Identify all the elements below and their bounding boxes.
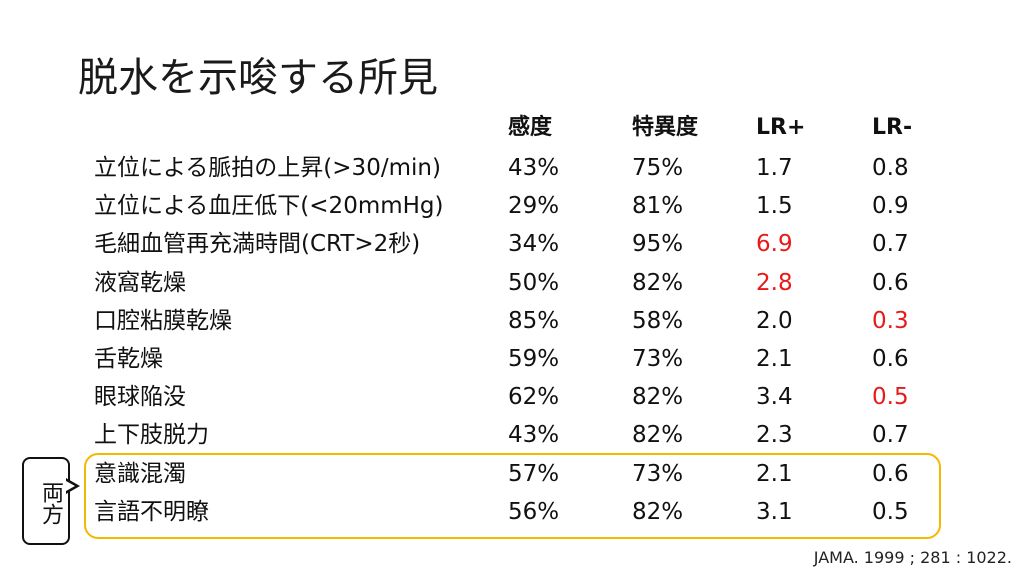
specificity-cell: 95% bbox=[632, 231, 684, 258]
specificity-cell: 82% bbox=[632, 269, 684, 296]
finding-cell: 舌乾燥 bbox=[94, 346, 163, 372]
table-row: 毛細血管再充満時間(CRT>2秒) 34% 95% 6.9 0.7 bbox=[0, 225, 1024, 263]
specificity-cell: 73% bbox=[632, 460, 684, 487]
lr-positive-cell: 3.1 bbox=[756, 498, 793, 525]
sensitivity-cell: 57% bbox=[508, 460, 560, 487]
lr-negative-cell: 0.6 bbox=[872, 460, 909, 487]
sensitivity-cell: 85% bbox=[508, 307, 560, 334]
lr-negative-cell: 0.6 bbox=[872, 346, 909, 372]
lr-positive-cell: 1.5 bbox=[756, 193, 793, 220]
sensitivity-cell: 43% bbox=[508, 422, 560, 449]
table-row: 立位による脈拍の上昇(>30/min) 43% 75% 1.7 0.8 bbox=[0, 149, 1024, 187]
lr-negative-cell: 0.7 bbox=[872, 231, 909, 258]
lr-positive-cell: 2.1 bbox=[756, 346, 793, 372]
table-row: 意識混濁 57% 73% 2.1 0.6 bbox=[0, 455, 1024, 493]
specificity-cell: 82% bbox=[632, 498, 684, 525]
table-row: 舌乾燥 59% 73% 2.1 0.6 bbox=[0, 340, 1024, 378]
sensitivity-cell: 29% bbox=[508, 193, 560, 220]
lr-negative-cell: 0.5 bbox=[872, 384, 909, 411]
lr-positive-cell: 6.9 bbox=[756, 231, 793, 258]
lr-negative-cell: 0.8 bbox=[872, 155, 909, 181]
sensitivity-cell: 62% bbox=[508, 384, 560, 411]
specificity-cell: 82% bbox=[632, 384, 684, 411]
finding-cell: 立位による血圧低下(<20mmHg) bbox=[94, 193, 444, 220]
finding-cell: 立位による脈拍の上昇(>30/min) bbox=[94, 155, 441, 181]
specificity-cell: 58% bbox=[632, 307, 684, 334]
table-row: 眼球陥没 62% 82% 3.4 0.5 bbox=[0, 378, 1024, 416]
table-row: 口腔粘膜乾燥 85% 58% 2.0 0.3 bbox=[0, 302, 1024, 340]
lr-positive-cell: 2.3 bbox=[756, 422, 793, 449]
finding-cell: 意識混濁 bbox=[94, 460, 186, 487]
table-row: 液窩乾燥 50% 82% 2.8 0.6 bbox=[0, 264, 1024, 302]
finding-cell: 液窩乾燥 bbox=[94, 269, 186, 296]
finding-cell: 上下肢脱力 bbox=[94, 422, 209, 449]
lr-negative-cell: 0.7 bbox=[872, 422, 909, 449]
lr-negative-cell: 0.6 bbox=[872, 269, 909, 296]
finding-cell: 口腔粘膜乾燥 bbox=[94, 307, 232, 334]
lr-positive-cell: 1.7 bbox=[756, 155, 793, 181]
table-row: 言語不明瞭 56% 82% 3.1 0.5 bbox=[0, 493, 1024, 531]
table-row: 立位による血圧低下(<20mmHg) 29% 81% 1.5 0.9 bbox=[0, 187, 1024, 225]
sensitivity-cell: 50% bbox=[508, 269, 560, 296]
specificity-cell: 82% bbox=[632, 422, 684, 449]
lr-positive-cell: 3.4 bbox=[756, 384, 793, 411]
sensitivity-cell: 56% bbox=[508, 498, 560, 525]
lr-negative-cell: 0.3 bbox=[872, 307, 909, 334]
specificity-cell: 81% bbox=[632, 193, 684, 220]
sensitivity-cell: 59% bbox=[508, 346, 560, 372]
finding-cell: 毛細血管再充満時間(CRT>2秒) bbox=[94, 231, 421, 258]
lr-negative-cell: 0.5 bbox=[872, 498, 909, 525]
header-sensitivity: 感度 bbox=[508, 115, 553, 140]
finding-cell: 言語不明瞭 bbox=[94, 498, 209, 525]
callout-pointer-fill bbox=[66, 481, 75, 491]
specificity-cell: 73% bbox=[632, 346, 684, 372]
header-specificity: 特異度 bbox=[632, 115, 699, 140]
sensitivity-cell: 34% bbox=[508, 231, 560, 258]
slide-title: 脱水を示唆する所見 bbox=[78, 55, 438, 101]
citation: JAMA. 1999 ; 281 : 1022. bbox=[813, 548, 1012, 567]
callout-text: 両方 bbox=[38, 481, 63, 525]
lr-positive-cell: 2.1 bbox=[756, 460, 793, 487]
header-lr-positive: LR+ bbox=[756, 115, 806, 140]
sensitivity-cell: 43% bbox=[508, 155, 560, 181]
lr-negative-cell: 0.9 bbox=[872, 193, 909, 220]
table-row: 上下肢脱力 43% 82% 2.3 0.7 bbox=[0, 416, 1024, 454]
header-lr-negative: LR- bbox=[872, 115, 913, 140]
specificity-cell: 75% bbox=[632, 155, 684, 181]
lr-positive-cell: 2.0 bbox=[756, 307, 793, 334]
callout-bubble: 両方 bbox=[22, 457, 70, 545]
finding-cell: 眼球陥没 bbox=[94, 384, 186, 411]
highlight-box bbox=[84, 453, 941, 539]
lr-positive-cell: 2.8 bbox=[756, 269, 793, 296]
